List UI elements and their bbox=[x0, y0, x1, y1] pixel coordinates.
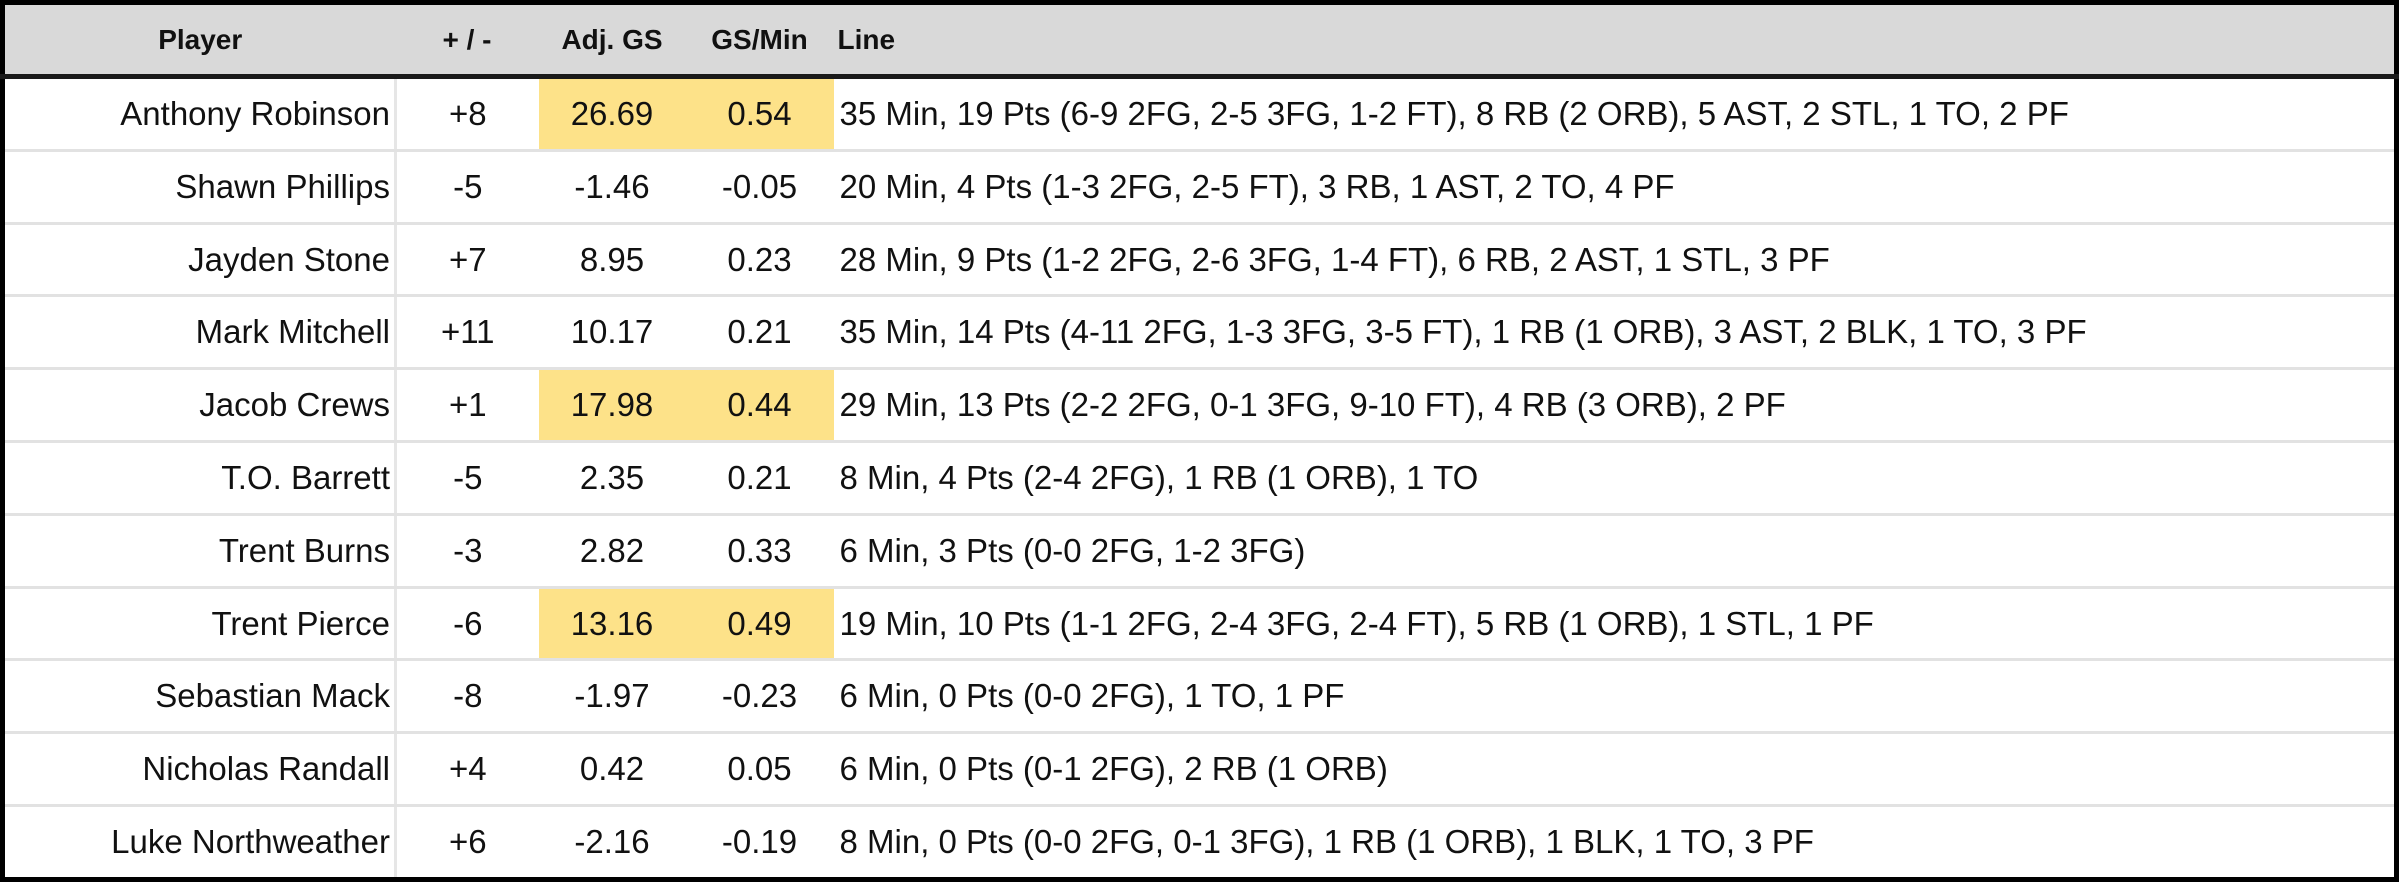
adj-gs-cell: 2.35 bbox=[538, 441, 686, 516]
plus-minus-cell: +4 bbox=[395, 732, 539, 808]
table-row: Shawn Phillips -5 -1.46 -0.05 20 Min, 4 Pts … bbox=[2, 150, 2397, 225]
player-name: Anthony Robinson bbox=[2, 76, 397, 152]
stat-line-cell: 6 Min, 0 Pts (0-1 2FG), 2 RB (1 ORB) bbox=[833, 732, 2397, 808]
table-row: Trent Pierce -6 13.16 0.49 19 Min, 10 Pts (1… bbox=[2, 587, 2397, 662]
table-row: Luke Northweather +6 -2.16 -0.19 8 Min, 0 Pt… bbox=[2, 805, 2397, 880]
table-row: T.O. Barrett -5 2.35 0.21 8 Min, 4 Pts (2-4 … bbox=[2, 441, 2397, 516]
player-name: Trent Pierce bbox=[2, 587, 397, 662]
stat-line-cell: 28 Min, 9 Pts (1-2 2FG, 2-6 3FG, 1-4 FT)… bbox=[833, 223, 2397, 298]
stat-line-cell: 35 Min, 19 Pts (6-9 2FG, 2-5 3FG, 1-2 FT… bbox=[833, 76, 2397, 152]
gs-min-cell: 0.33 bbox=[685, 514, 834, 589]
plus-minus-cell: -3 bbox=[395, 514, 539, 589]
stat-line-cell: 6 Min, 3 Pts (0-0 2FG, 1-2 3FG) bbox=[833, 514, 2397, 589]
header-adj-gs: Adj. GS bbox=[538, 2, 686, 79]
player-name: T.O. Barrett bbox=[2, 441, 397, 516]
table-row: Anthony Robinson +8 26.69 0.54 35 Min, 19 Pt… bbox=[2, 76, 2397, 152]
adj-gs-cell: 2.82 bbox=[538, 514, 686, 589]
adj-gs-cell: -2.16 bbox=[574, 823, 650, 861]
gs-min-cell: -0.19 bbox=[721, 823, 798, 861]
gs-min-cell: 0.49 bbox=[685, 587, 834, 662]
gs-min-cell: 0.44 bbox=[685, 368, 834, 444]
stat-line-cell: 19 Min, 10 Pts (1-1 2FG, 2-4 3FG, 2-4 FT… bbox=[833, 587, 2397, 662]
gs-min-cell: 0.05 bbox=[685, 732, 834, 808]
adj-gs-cell: 13.16 bbox=[538, 587, 686, 662]
adj-gs-cell: 10.17 bbox=[538, 295, 686, 371]
adj-gs-cell: 8.95 bbox=[538, 223, 686, 298]
table-row: Trent Burns -3 2.82 0.33 6 Min, 3 Pts (0-0 2… bbox=[2, 514, 2397, 589]
player-name: Mark Mitchell bbox=[2, 295, 397, 371]
adj-gs-cell: 17.98 bbox=[538, 368, 686, 444]
adj-gs-cell: 0.42 bbox=[538, 732, 686, 808]
table-row: Jayden Stone +7 8.95 0.23 28 Min, 9 Pts (1-2… bbox=[2, 223, 2397, 298]
plus-minus-cell: -6 bbox=[395, 587, 539, 662]
player-name: Trent Burns bbox=[2, 514, 397, 589]
gs-min-cell: 0.21 bbox=[685, 441, 834, 516]
player-name: Jacob Crews bbox=[2, 368, 397, 444]
stat-line-cell: 8 Min, 0 Pts (0-0 2FG, 0-1 3FG), 1 RB (1… bbox=[839, 823, 1814, 861]
header-row: Player + / - Adj. GS GS/Min Line bbox=[2, 2, 2397, 79]
stat-line-cell: 29 Min, 13 Pts (2-2 2FG, 0-1 3FG, 9-10 F… bbox=[833, 368, 2397, 444]
adj-gs-cell: -1.97 bbox=[538, 659, 686, 735]
gs-min-cell: 0.23 bbox=[685, 223, 834, 298]
table-row: Sebastian Mack -8 -1.97 -0.23 6 Min, 0 Pts (… bbox=[2, 659, 2397, 735]
gs-min-cell: 0.54 bbox=[685, 76, 834, 152]
plus-minus-cell: +8 bbox=[395, 76, 539, 152]
table-row: Mark Mitchell +11 10.17 0.21 35 Min, 14 Pts … bbox=[2, 295, 2397, 371]
stat-line-cell: 35 Min, 14 Pts (4-11 2FG, 1-3 3FG, 3-5 F… bbox=[833, 295, 2397, 371]
stat-line-cell: 20 Min, 4 Pts (1-3 2FG, 2-5 FT), 3 RB, 1… bbox=[833, 150, 2397, 225]
table-row: Jacob Crews +1 17.98 0.44 29 Min, 13 Pts (2-… bbox=[2, 368, 2397, 444]
plus-minus-cell: +11 bbox=[395, 295, 539, 371]
plus-minus-cell: -5 bbox=[395, 441, 539, 516]
stat-line-cell: 6 Min, 0 Pts (0-0 2FG), 1 TO, 1 PF bbox=[833, 659, 2397, 735]
plus-minus-cell: +1 bbox=[395, 368, 539, 444]
player-name: Sebastian Mack bbox=[2, 659, 397, 735]
player-name: Nicholas Randall bbox=[2, 732, 397, 808]
adj-gs-cell: -1.46 bbox=[538, 150, 686, 225]
plus-minus-cell: +7 bbox=[395, 223, 539, 298]
adj-gs-cell: 26.69 bbox=[538, 76, 686, 152]
plus-minus-cell: -5 bbox=[395, 150, 539, 225]
header-plus-minus: + / - bbox=[395, 2, 539, 79]
header-line: Line bbox=[833, 2, 2397, 79]
player-name: Shawn Phillips bbox=[2, 150, 397, 225]
plus-minus-cell: -8 bbox=[395, 659, 539, 735]
table-row: Nicholas Randall +4 0.42 0.05 6 Min, 0 Pts (… bbox=[2, 732, 2397, 808]
header-player: Player bbox=[2, 2, 396, 79]
player-name: Luke Northweather bbox=[2, 805, 397, 880]
gs-min-cell: 0.21 bbox=[685, 295, 834, 371]
player-name: Jayden Stone bbox=[2, 223, 397, 298]
gs-min-cell: -0.23 bbox=[685, 659, 834, 735]
plus-minus-cell: +6 bbox=[448, 823, 487, 861]
gs-min-cell: -0.05 bbox=[685, 150, 834, 225]
header-gs-min: GS/Min bbox=[685, 2, 834, 79]
stat-line-cell: 8 Min, 4 Pts (2-4 2FG), 1 RB (1 ORB), 1 … bbox=[833, 441, 2397, 516]
